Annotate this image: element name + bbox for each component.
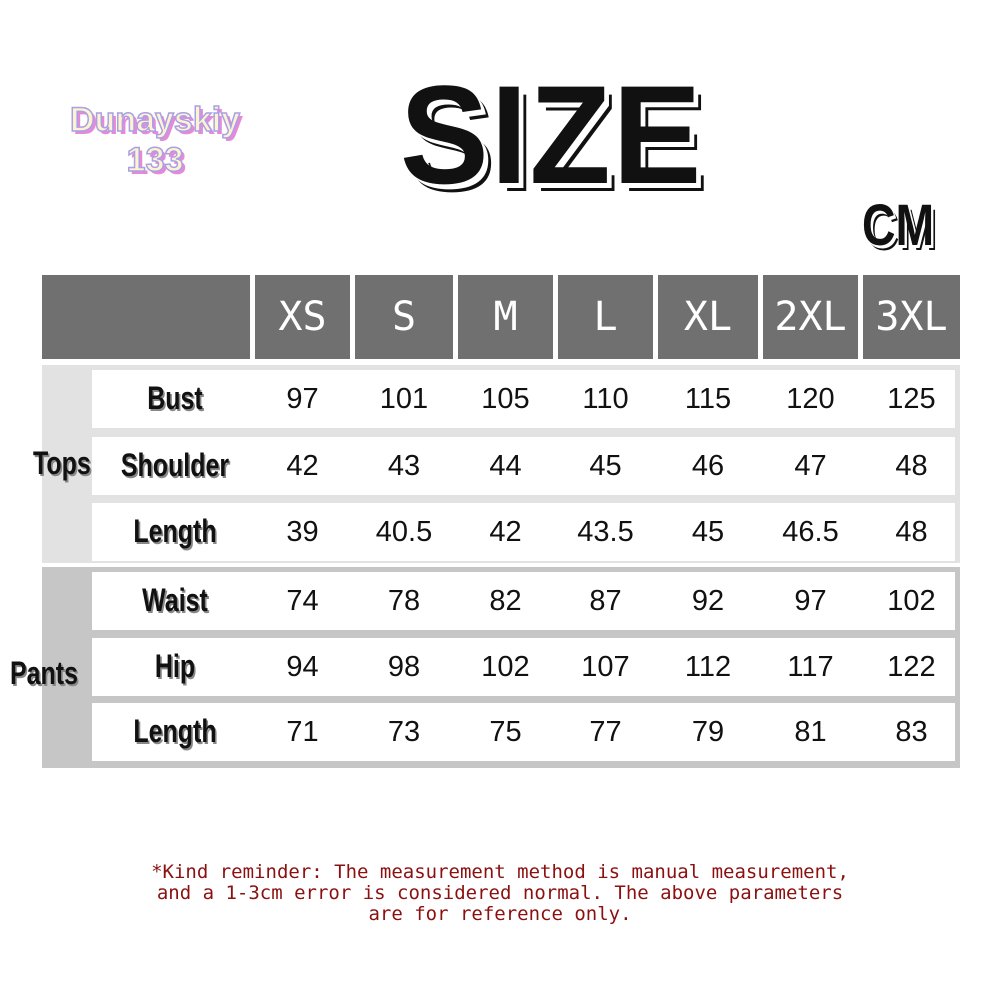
table-cell: 81 xyxy=(794,716,827,748)
table-row xyxy=(92,503,955,561)
table-cell: 43 xyxy=(387,450,421,482)
note-line-1: *Kind reminder: The measurement method i… xyxy=(151,861,849,883)
table-cell: 112 xyxy=(684,651,732,683)
column-header-xs: XS xyxy=(255,275,350,359)
watermark: Dunayskiy 133 xyxy=(69,100,241,180)
column-header-3xl: 3XL xyxy=(863,275,960,359)
table-cell: 77 xyxy=(589,716,622,748)
table-cell: 75 xyxy=(489,716,522,748)
table-cell: 39 xyxy=(286,516,319,548)
table-row xyxy=(92,437,955,495)
table-cell: 120 xyxy=(786,383,835,415)
table-cell: 98 xyxy=(387,651,421,683)
table-cell: 92 xyxy=(691,585,725,617)
table-cell: 97 xyxy=(286,383,319,415)
row-label-waist: Waist xyxy=(142,582,208,618)
unit-label: CM xyxy=(862,193,935,258)
table-cell: 82 xyxy=(489,585,522,617)
kind-reminder-note: *Kind reminder: The measurement method i… xyxy=(0,862,1000,925)
table-cell: 47 xyxy=(794,450,827,482)
group-label-pants: Pants xyxy=(10,655,78,691)
table-cell: 97 xyxy=(794,585,827,617)
row-label-length: Length xyxy=(133,513,217,549)
table-cell: 43.5 xyxy=(577,516,634,548)
table-row xyxy=(92,370,955,428)
table-cell: 83 xyxy=(895,716,928,748)
table-cell: 71 xyxy=(286,716,319,748)
row-label-hip: Hip xyxy=(154,648,196,684)
row-label-length: Length xyxy=(133,713,217,749)
group-label-tops: Tops xyxy=(33,445,91,481)
note-line-2: and a 1-3cm error is considered normal. … xyxy=(156,882,844,904)
table-cell: 42 xyxy=(489,516,522,548)
table-cell: 94 xyxy=(286,651,319,683)
table-cell: 125 xyxy=(887,383,936,415)
table-cell: 46 xyxy=(691,450,725,482)
column-header-l: L xyxy=(558,275,653,359)
column-header-m: M xyxy=(458,275,553,359)
row-label-shoulder: Shoulder xyxy=(120,447,230,483)
table-cell: 44 xyxy=(489,450,522,482)
table-cell: 102 xyxy=(481,651,530,683)
table-cell: 45 xyxy=(589,450,622,482)
row-label-bust: Bust xyxy=(147,380,203,416)
table-cell: 42 xyxy=(286,450,319,482)
table-row xyxy=(92,703,955,761)
table-cell: 122 xyxy=(887,651,936,683)
table-row xyxy=(92,638,955,696)
table-cell: 78 xyxy=(387,585,421,617)
table-cell: 45 xyxy=(691,516,725,548)
note-line-3: are for reference only. xyxy=(368,903,632,925)
table-cell: 105 xyxy=(481,383,530,415)
watermark-line-2: 133 xyxy=(126,140,184,180)
table-cell: 73 xyxy=(387,716,421,748)
table-cell: 48 xyxy=(895,516,928,548)
table-cell: 115 xyxy=(684,383,732,415)
header-blank-cell xyxy=(42,275,250,359)
table-cell: 110 xyxy=(582,383,629,415)
size-title: SIZE xyxy=(400,56,704,213)
table-cell: 102 xyxy=(887,585,936,617)
table-cell: 101 xyxy=(379,383,429,415)
table-cell: 46.5 xyxy=(782,516,839,548)
column-header-xl: XL xyxy=(658,275,758,359)
watermark-line-1: Dunayskiy xyxy=(69,100,241,140)
table-cell: 87 xyxy=(589,585,622,617)
column-header-s: S xyxy=(355,275,453,359)
table-cell: 79 xyxy=(691,716,725,748)
table-cell: 48 xyxy=(895,450,928,482)
table-row xyxy=(92,572,955,630)
table-cell: 74 xyxy=(286,585,319,617)
table-cell: 117 xyxy=(787,651,834,683)
table-cell: 40.5 xyxy=(375,516,433,548)
table-cell: 107 xyxy=(581,651,630,683)
column-header-2xl: 2XL xyxy=(763,275,858,359)
